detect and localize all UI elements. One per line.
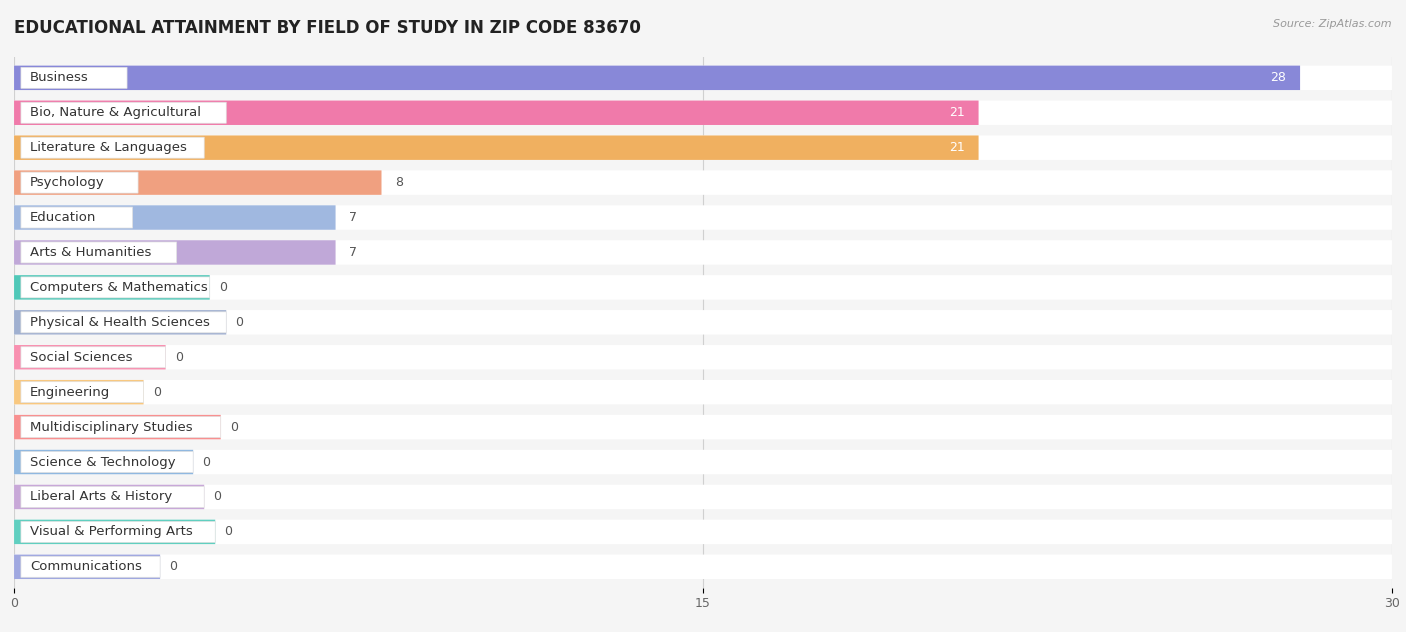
Text: 0: 0 [202,456,211,468]
FancyBboxPatch shape [14,135,979,160]
Text: Physical & Health Sciences: Physical & Health Sciences [30,316,209,329]
Text: Engineering: Engineering [30,386,111,399]
FancyBboxPatch shape [14,380,143,404]
Text: Computers & Mathematics: Computers & Mathematics [30,281,208,294]
FancyBboxPatch shape [21,382,143,403]
FancyBboxPatch shape [14,345,166,370]
Text: Communications: Communications [30,561,142,573]
Text: 0: 0 [153,386,160,399]
FancyBboxPatch shape [21,242,177,263]
Text: Psychology: Psychology [30,176,105,189]
FancyBboxPatch shape [21,451,193,473]
FancyBboxPatch shape [21,347,166,368]
FancyBboxPatch shape [14,520,1392,544]
Text: 21: 21 [949,106,965,119]
FancyBboxPatch shape [14,450,193,474]
FancyBboxPatch shape [21,556,160,577]
FancyBboxPatch shape [14,415,221,439]
Text: 0: 0 [231,421,238,434]
FancyBboxPatch shape [14,240,336,265]
FancyBboxPatch shape [14,100,979,125]
FancyBboxPatch shape [21,137,204,158]
FancyBboxPatch shape [14,171,381,195]
Text: Science & Technology: Science & Technology [30,456,176,468]
Text: Education: Education [30,211,97,224]
FancyBboxPatch shape [21,416,221,437]
FancyBboxPatch shape [14,415,1392,439]
Text: 0: 0 [225,525,232,538]
Text: 28: 28 [1271,71,1286,84]
Text: 21: 21 [949,141,965,154]
Text: Liberal Arts & History: Liberal Arts & History [30,490,173,504]
FancyBboxPatch shape [14,310,1392,334]
FancyBboxPatch shape [14,66,1392,90]
FancyBboxPatch shape [14,485,1392,509]
FancyBboxPatch shape [14,171,1392,195]
FancyBboxPatch shape [14,66,1301,90]
FancyBboxPatch shape [14,450,1392,474]
FancyBboxPatch shape [14,555,160,579]
FancyBboxPatch shape [14,275,1392,300]
Text: 0: 0 [214,490,221,504]
Text: 0: 0 [219,281,226,294]
Text: 0: 0 [174,351,183,364]
FancyBboxPatch shape [14,275,209,300]
FancyBboxPatch shape [14,345,1392,370]
Text: EDUCATIONAL ATTAINMENT BY FIELD OF STUDY IN ZIP CODE 83670: EDUCATIONAL ATTAINMENT BY FIELD OF STUDY… [14,19,641,37]
FancyBboxPatch shape [14,240,1392,265]
Text: Bio, Nature & Agricultural: Bio, Nature & Agricultural [30,106,201,119]
Text: Literature & Languages: Literature & Languages [30,141,187,154]
Text: 7: 7 [349,246,357,259]
FancyBboxPatch shape [14,380,1392,404]
Text: Source: ZipAtlas.com: Source: ZipAtlas.com [1274,19,1392,29]
Text: 0: 0 [235,316,243,329]
FancyBboxPatch shape [21,102,226,123]
Text: 7: 7 [349,211,357,224]
FancyBboxPatch shape [14,205,1392,230]
FancyBboxPatch shape [21,172,138,193]
FancyBboxPatch shape [14,485,204,509]
FancyBboxPatch shape [21,521,215,542]
FancyBboxPatch shape [14,100,1392,125]
FancyBboxPatch shape [21,68,127,88]
Text: Social Sciences: Social Sciences [30,351,132,364]
FancyBboxPatch shape [14,520,215,544]
FancyBboxPatch shape [14,310,226,334]
Text: Business: Business [30,71,89,84]
Text: 8: 8 [395,176,404,189]
FancyBboxPatch shape [21,277,209,298]
Text: 0: 0 [169,561,177,573]
FancyBboxPatch shape [14,135,1392,160]
FancyBboxPatch shape [21,487,204,507]
Text: Multidisciplinary Studies: Multidisciplinary Studies [30,421,193,434]
FancyBboxPatch shape [21,312,226,333]
Text: Arts & Humanities: Arts & Humanities [30,246,152,259]
Text: Visual & Performing Arts: Visual & Performing Arts [30,525,193,538]
FancyBboxPatch shape [14,555,1392,579]
FancyBboxPatch shape [21,207,132,228]
FancyBboxPatch shape [14,205,336,230]
